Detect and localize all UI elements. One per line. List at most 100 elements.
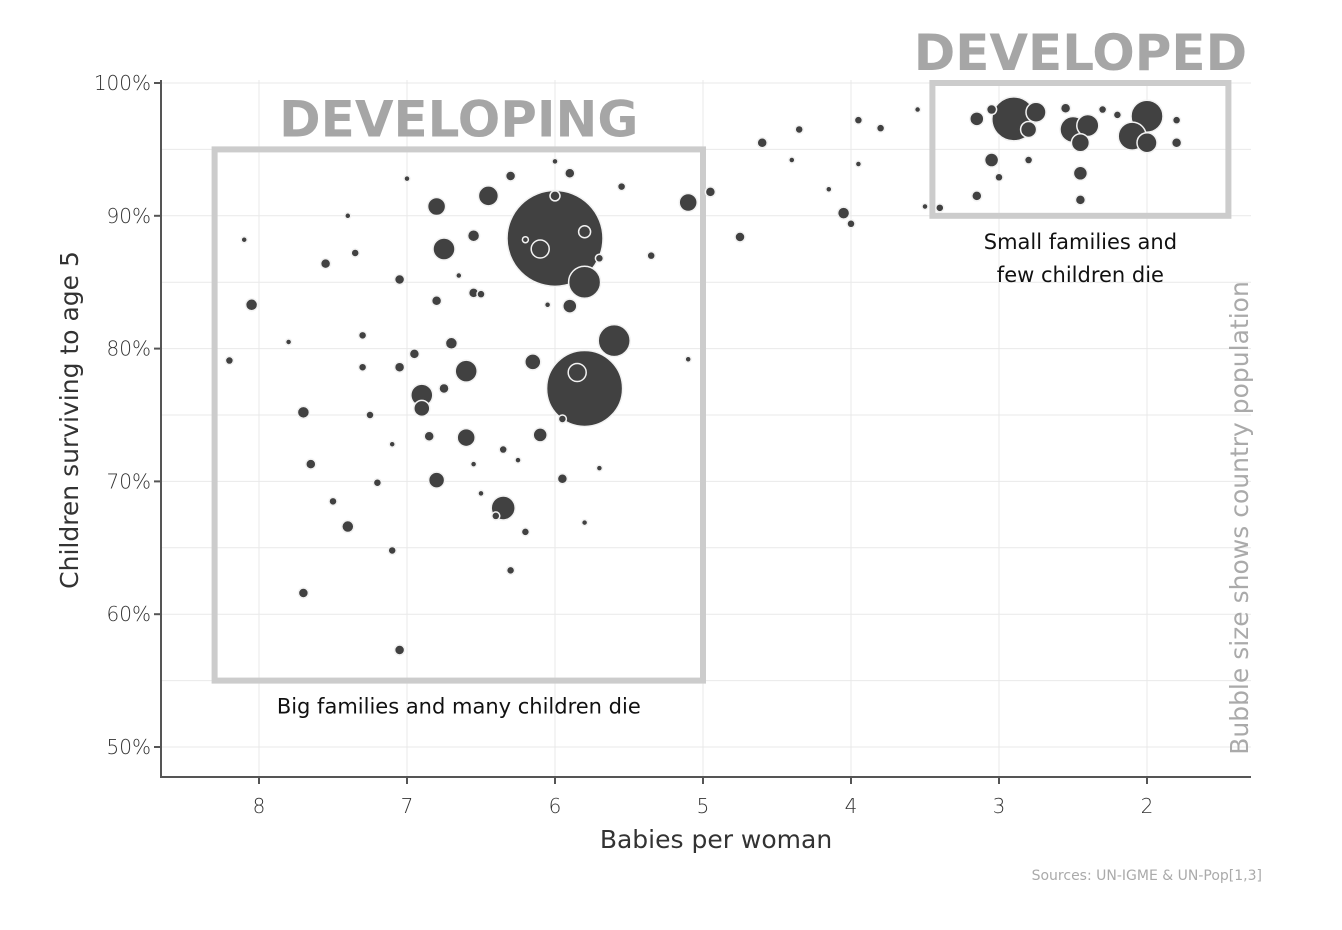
data-point bbox=[595, 464, 604, 472]
data-point bbox=[983, 152, 1000, 168]
data-point bbox=[505, 565, 516, 576]
region-box-developing bbox=[211, 146, 706, 684]
data-point bbox=[853, 115, 864, 125]
data-point bbox=[284, 338, 293, 346]
region-caption: Big families and many children die bbox=[277, 695, 641, 719]
y-axis-label: Children surviving to age 5 bbox=[55, 251, 84, 589]
data-point bbox=[393, 273, 406, 286]
region-caption: few children die bbox=[997, 263, 1164, 287]
data-point bbox=[567, 362, 587, 383]
data-point bbox=[969, 111, 985, 127]
data-point bbox=[1074, 194, 1087, 206]
data-point bbox=[1025, 101, 1047, 123]
data-point bbox=[543, 301, 552, 309]
x-tick-label: 5 bbox=[697, 794, 710, 818]
data-point bbox=[875, 123, 886, 133]
y-tick-label: 50% bbox=[107, 735, 151, 759]
data-point bbox=[1171, 115, 1182, 125]
data-point bbox=[455, 271, 463, 280]
axes bbox=[160, 80, 1251, 778]
region-boxes bbox=[211, 80, 1232, 684]
data-point bbox=[545, 349, 624, 428]
data-point bbox=[430, 295, 443, 307]
data-point bbox=[1097, 104, 1108, 115]
data-points bbox=[224, 96, 1183, 656]
y-tick-label: 70% bbox=[107, 469, 151, 493]
data-point bbox=[240, 235, 248, 244]
data-point bbox=[372, 477, 383, 488]
region-box-developed bbox=[929, 80, 1232, 219]
y-tick-label: 100% bbox=[94, 71, 151, 95]
data-point bbox=[994, 172, 1004, 183]
data-point bbox=[296, 405, 311, 420]
data-point bbox=[456, 427, 476, 448]
data-point bbox=[403, 174, 411, 183]
bubble-size-legend: Bubble size shows country population bbox=[1225, 281, 1254, 755]
data-point bbox=[1019, 120, 1038, 139]
data-point bbox=[704, 186, 717, 198]
data-point bbox=[305, 458, 317, 470]
data-point bbox=[794, 124, 804, 135]
data-point bbox=[684, 355, 692, 363]
data-point bbox=[524, 353, 542, 371]
data-point bbox=[444, 336, 459, 351]
data-point bbox=[913, 105, 922, 114]
data-point bbox=[935, 203, 945, 213]
data-point bbox=[244, 298, 259, 312]
data-point bbox=[985, 103, 998, 116]
data-point bbox=[454, 359, 478, 383]
data-point bbox=[564, 167, 576, 180]
x-tick-label: 3 bbox=[993, 794, 1006, 818]
data-point bbox=[854, 160, 863, 168]
data-point bbox=[426, 196, 447, 217]
x-axis-label: Babies per woman bbox=[600, 825, 832, 854]
data-point bbox=[328, 496, 338, 507]
data-point bbox=[297, 587, 310, 599]
data-point bbox=[646, 250, 656, 261]
y-tick-label: 80% bbox=[107, 337, 151, 361]
x-tick-label: 4 bbox=[845, 794, 858, 818]
data-point bbox=[387, 545, 397, 556]
data-point bbox=[825, 185, 833, 193]
tick-labels: 8 7 6 5 4 3 2 50% 60% 70% 80% 90% 100% bbox=[94, 71, 1154, 818]
data-point bbox=[357, 330, 368, 341]
data-point bbox=[477, 185, 500, 207]
data-point bbox=[734, 231, 746, 243]
data-point bbox=[756, 137, 768, 149]
data-point bbox=[357, 362, 368, 372]
x-tick-label: 2 bbox=[1141, 794, 1154, 818]
data-point bbox=[846, 219, 856, 229]
data-point bbox=[1112, 110, 1123, 120]
data-point bbox=[438, 382, 450, 395]
x-tick-label: 8 bbox=[253, 794, 266, 818]
x-tick-label: 7 bbox=[401, 794, 414, 818]
data-point bbox=[971, 190, 983, 202]
data-point bbox=[520, 527, 531, 537]
data-point bbox=[557, 414, 568, 424]
data-point bbox=[413, 399, 431, 418]
data-point bbox=[350, 248, 360, 258]
data-point bbox=[551, 157, 559, 166]
data-point bbox=[1170, 137, 1183, 149]
data-point bbox=[224, 355, 235, 366]
data-point bbox=[466, 228, 481, 243]
data-point bbox=[504, 170, 517, 182]
data-point bbox=[365, 410, 375, 420]
data-point bbox=[491, 511, 501, 521]
data-point bbox=[514, 456, 522, 464]
data-point bbox=[1023, 155, 1034, 165]
region-title-developing: DEVELOPING bbox=[279, 90, 638, 148]
data-point bbox=[1136, 132, 1158, 154]
data-point bbox=[423, 430, 435, 442]
data-point bbox=[788, 156, 796, 164]
data-point bbox=[532, 427, 548, 443]
region-labels: DEVELOPING Big families and many children… bbox=[277, 24, 1247, 719]
data-point bbox=[477, 489, 485, 498]
data-point bbox=[432, 237, 456, 261]
y-tick-label: 90% bbox=[107, 204, 151, 228]
data-point bbox=[469, 460, 478, 468]
data-point bbox=[836, 206, 851, 220]
data-point bbox=[408, 348, 421, 360]
data-point bbox=[580, 518, 589, 527]
